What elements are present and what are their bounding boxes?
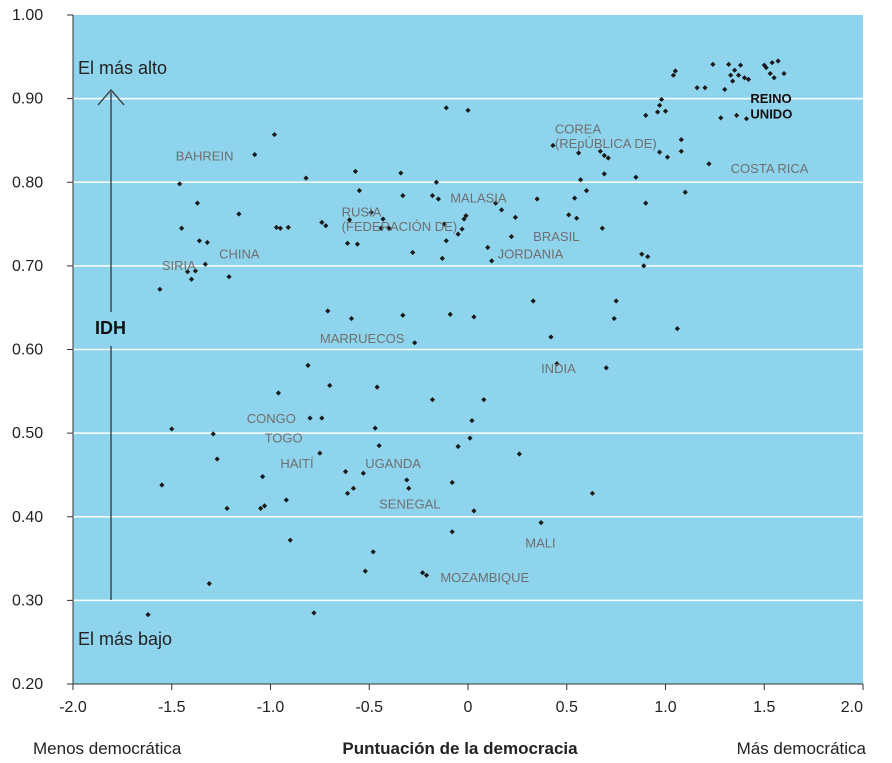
x-tick-label: 0.5 — [556, 699, 578, 716]
country-label: MALI — [525, 536, 555, 551]
country-label: SIRIA — [162, 258, 196, 273]
y-tick-label: 0.70 — [12, 258, 43, 275]
y-top-caption: El más alto — [78, 58, 167, 78]
x-tick-label: 2.0 — [841, 699, 863, 716]
country-label: BRASIL — [533, 229, 579, 244]
y-tick-label: 0.30 — [12, 592, 43, 609]
country-label: CHINA — [219, 246, 260, 261]
country-label: INDIA — [541, 361, 576, 376]
country-label: MARRUECOS — [320, 331, 405, 346]
x-tick-label: -1.0 — [257, 699, 285, 716]
x-tick-label: -0.5 — [355, 699, 383, 716]
country-label: SENEGAL — [379, 496, 440, 511]
country-label: TOGO — [265, 430, 303, 445]
x-right-caption: Más democrática — [737, 739, 867, 758]
y-tick-label: 1.00 — [12, 7, 43, 24]
country-label: (REpÚBLICA DE) — [555, 136, 657, 151]
country-label: JORDANIA — [498, 246, 564, 261]
country-label: BAHREIN — [176, 149, 234, 164]
country-label: UNIDO — [750, 107, 792, 122]
y-axis-label: IDH — [95, 318, 126, 338]
country-label: COREA — [555, 122, 602, 137]
country-label: COSTA RICA — [731, 161, 809, 176]
x-left-caption: Menos democrática — [33, 739, 182, 758]
x-tick-label: -1.5 — [158, 699, 186, 716]
y-bottom-caption: El más bajo — [78, 629, 172, 649]
x-tick-label: -2.0 — [59, 699, 87, 716]
x-axis-ticks: -2.0 -1.5 -1.0 -0.5 0 0.5 1.0 1.5 2.0 — [59, 684, 863, 716]
y-tick-label: 0.90 — [12, 91, 43, 108]
x-tick-label: 1.0 — [654, 699, 676, 716]
y-tick-label: 0.80 — [12, 174, 43, 191]
x-tick-label: 0 — [464, 699, 473, 716]
country-label: (FEDERACIÓN DE) — [342, 219, 458, 234]
x-axis-label: Puntuación de la democracia — [342, 739, 578, 758]
y-tick-label: 0.40 — [12, 509, 43, 526]
country-label: REINO — [750, 91, 791, 106]
country-label: RUSIA — [342, 205, 382, 220]
country-label: HAITÍ — [280, 456, 314, 471]
y-axis-ticks: 0.20 0.30 0.40 0.50 0.60 0.70 0.80 0.90 1.00 — [12, 7, 73, 693]
country-label: MOZAMBIQUE — [440, 570, 529, 585]
y-tick-label: 0.60 — [12, 342, 43, 359]
country-label: MALASIA — [450, 190, 507, 205]
y-tick-label: 0.50 — [12, 425, 43, 442]
x-tick-label: 1.5 — [753, 699, 775, 716]
country-label: CONGO — [247, 411, 296, 426]
country-label: UGANDA — [365, 456, 421, 471]
y-tick-label: 0.20 — [12, 676, 43, 693]
